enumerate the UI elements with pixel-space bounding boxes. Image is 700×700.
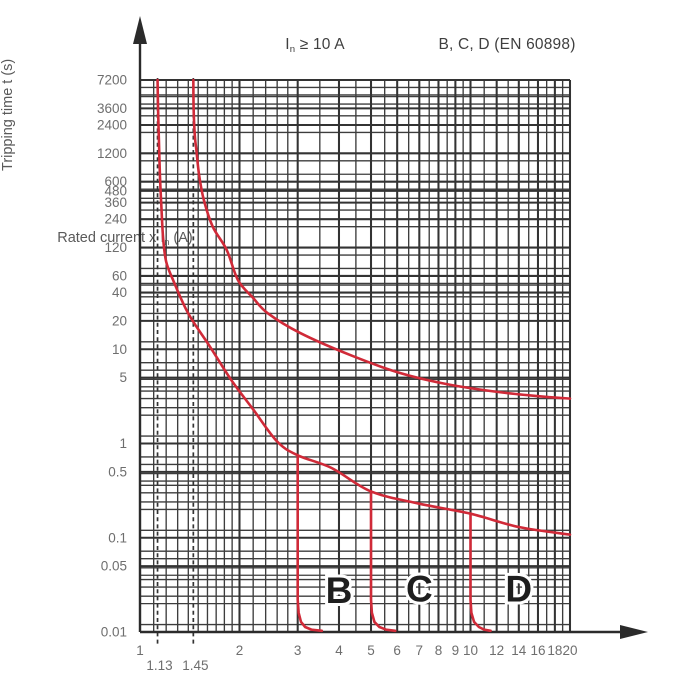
- curve-instantaneous-trip-B: [296, 453, 324, 633]
- y-tick-label: 360: [104, 195, 127, 210]
- x-tick-label: 14: [511, 643, 527, 658]
- x-axis-title-subscript: n: [164, 236, 170, 247]
- subtitle-subscript: n: [289, 43, 296, 55]
- y-tick-label: 0.05: [101, 559, 127, 574]
- x-tick-label: 2: [236, 643, 244, 658]
- x-tick-label: 16: [530, 643, 545, 658]
- x-tick-label: 20: [562, 643, 577, 658]
- y-tick-label: 120: [104, 240, 127, 255]
- x-tick-label-1.13: 1.13: [146, 658, 172, 673]
- chart-title-standard: B, C, D (EN 60898): [438, 36, 576, 53]
- x-tick-label: 12: [489, 643, 504, 658]
- y-axis-arrowhead: [133, 16, 147, 44]
- curve-label-B: B: [326, 570, 353, 611]
- curve-lower-tripping-limit: [156, 78, 572, 536]
- y-tick-label: 0.5: [108, 464, 127, 479]
- y-tick-label: 1200: [97, 146, 127, 161]
- x-tick-label-1.45: 1.45: [182, 658, 208, 673]
- x-tick-label: 6: [393, 643, 401, 658]
- curve-upper-tripping-limit: [192, 78, 572, 400]
- x-tick-labels: 1 2 3 4 5 6 7 8 9 10 12 14 16 18 201.13 1.45: [136, 643, 577, 673]
- y-tick-label: 7200: [97, 73, 127, 88]
- axis-lines: [133, 16, 648, 639]
- conventional-current-markers: [156, 78, 195, 646]
- x-axis-title-text: Rated current x I: [57, 230, 165, 246]
- y-tick-label: 3600: [97, 101, 127, 116]
- y-tick-label: 600: [104, 174, 127, 189]
- x-tick-label: 9: [452, 643, 460, 658]
- chart-subtitle-rated-current: In ≥ 10 A: [250, 36, 380, 55]
- y-tick-label: 60: [112, 268, 127, 283]
- characteristic-curves: [156, 78, 572, 633]
- y-tick-label: 480: [104, 183, 127, 198]
- curve-instantaneous-trip-C: [369, 490, 397, 633]
- x-tick-label: 18: [547, 643, 562, 658]
- x-tick-label: 7: [416, 643, 424, 658]
- x-tick-label: 1: [136, 643, 144, 658]
- curve-label-D: D: [505, 568, 532, 609]
- y-axis-title: Tripping time t (s): [0, 58, 16, 172]
- y-tick-label: 2400: [97, 117, 127, 132]
- y-tick-label: 5: [119, 370, 127, 385]
- x-tick-label: 4: [335, 643, 343, 658]
- y-tick-label: 1: [119, 436, 127, 451]
- x-tick-label: 5: [367, 643, 375, 658]
- y-tick-label: 0.1: [108, 530, 127, 545]
- y-tick-label: 240: [104, 212, 127, 227]
- y-tick-label: 0.01: [101, 625, 127, 640]
- curve-label-C: C: [406, 568, 433, 609]
- y-tick-label: 20: [112, 313, 127, 328]
- x-axis-arrowhead: [620, 625, 648, 639]
- x-tick-label: 3: [294, 643, 302, 658]
- subtitle-symbol: I: [285, 36, 290, 53]
- curve-instantaneous-trip-D: [469, 512, 492, 633]
- x-tick-label: 8: [435, 643, 443, 658]
- curve-letters: B C D: [323, 565, 536, 613]
- x-tick-label: 10: [463, 643, 478, 658]
- y-tick-label: 10: [112, 342, 127, 357]
- y-tick-label: 40: [112, 285, 127, 300]
- subtitle-condition: ≥ 10 A: [295, 36, 345, 53]
